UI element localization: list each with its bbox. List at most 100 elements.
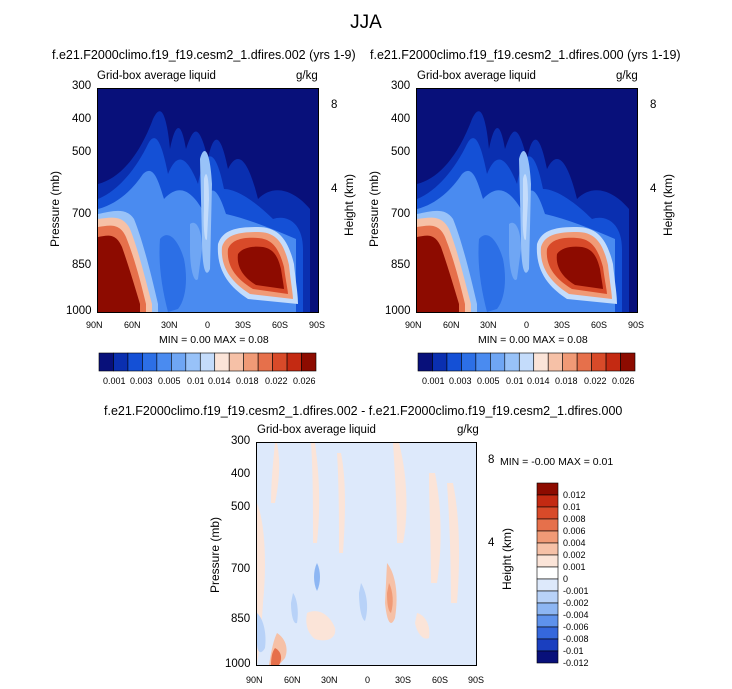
- colorbar-swatch: [576, 352, 592, 372]
- colorbar-swatch: [536, 554, 559, 568]
- panel2-ylabel-right: Height (km): [661, 173, 675, 236]
- panel3-cbar-label-1: 0.01: [563, 502, 581, 512]
- panel1-xtick-0: 0: [205, 320, 211, 330]
- panel3-xtick-0: 0: [365, 675, 371, 685]
- panel1-cbar-label-1: 0.003: [130, 376, 153, 386]
- panel2-ytick-1000: 1000: [385, 305, 411, 317]
- panel2-ytick-400: 400: [391, 113, 411, 125]
- colorbar-swatch: [536, 590, 559, 604]
- panel2-colorbar: [417, 352, 636, 372]
- colorbar-swatch: [536, 614, 559, 628]
- panel1-contour: [98, 89, 318, 312]
- panel2-rtick-8: 8: [650, 99, 657, 111]
- panel3-cbar-label-6: 0.001: [563, 562, 586, 572]
- panel1-ytick-1000: 1000: [66, 305, 92, 317]
- panel1-cbar-label-4: 0.014: [208, 376, 231, 386]
- colorbar-swatch: [432, 352, 448, 372]
- panel2-ytick-300: 300: [391, 80, 411, 92]
- panel1-xtick-30n: 30N: [161, 320, 178, 330]
- colorbar-swatch: [257, 352, 273, 372]
- panel1-ytick-850: 850: [72, 259, 92, 271]
- colorbar-swatch: [591, 352, 607, 372]
- colorbar-swatch: [620, 352, 636, 372]
- page-title: JJA: [350, 12, 382, 33]
- panel2-colorbar-swatches: [417, 352, 636, 372]
- colorbar-swatch: [533, 352, 549, 372]
- panel3-ytick-1000: 1000: [225, 658, 251, 670]
- panel1-stats: MIN = 0.00 MAX = 0.08: [159, 334, 269, 346]
- panel2-cbar-label-3: 0.01: [506, 376, 524, 386]
- panel2-cbar-label-6: 0.022: [584, 376, 607, 386]
- colorbar-swatch: [536, 482, 559, 496]
- panel3-ytick-700: 700: [231, 563, 251, 575]
- panel1-cbar-label-3: 0.01: [187, 376, 205, 386]
- panel2-ytick-500: 500: [391, 146, 411, 158]
- panel1-colorbar: [98, 352, 317, 372]
- panel1-cbar-label-6: 0.022: [265, 376, 288, 386]
- panel1-ylabel: Pressure (mb): [48, 170, 62, 247]
- colorbar-swatch: [536, 626, 559, 640]
- panel1-xtick-30s: 30S: [235, 320, 252, 330]
- panel3-title: f.e21.F2000climo.f19_f19.cesm2_1.dfires.…: [104, 404, 623, 418]
- panel2-cbar-label-1: 0.003: [449, 376, 472, 386]
- panel3-colorbar: [536, 482, 559, 664]
- colorbar-swatch: [605, 352, 621, 372]
- panel3-colorbar-swatches: [536, 482, 559, 664]
- colorbar-swatch: [142, 352, 158, 372]
- panel2-unit-label: g/kg: [616, 70, 638, 82]
- colorbar-swatch: [127, 352, 143, 372]
- colorbar-swatch: [536, 650, 559, 664]
- colorbar-swatch: [446, 352, 462, 372]
- panel3-cbar-label-5: 0.002: [563, 550, 586, 560]
- panel3-cbar-label-11: -0.006: [563, 622, 589, 632]
- panel1-unit-label: g/kg: [296, 70, 318, 82]
- panel2-cbar-label-4: 0.014: [527, 376, 550, 386]
- panel3-xtick-60n: 60N: [284, 675, 301, 685]
- panel3-ytick-300: 300: [231, 435, 251, 447]
- panel2-xtick-60n: 60N: [443, 320, 460, 330]
- panel1-rtick-4: 4: [331, 183, 338, 195]
- panel3-plot-area: [256, 442, 477, 666]
- panel3-ytick-850: 850: [231, 613, 251, 625]
- panel3-cbar-label-3: 0.006: [563, 526, 586, 536]
- colorbar-swatch: [562, 352, 578, 372]
- colorbar-swatch: [475, 352, 491, 372]
- panel2-contour: [417, 89, 637, 312]
- panel3-stats: MIN = -0.00 MAX = 0.01: [500, 456, 614, 468]
- panel1-xtick-60n: 60N: [124, 320, 141, 330]
- panel3-ylabel-right: Height (km): [500, 527, 514, 590]
- panel1-colorbar-swatches: [98, 352, 317, 372]
- panel2-rtick-4: 4: [650, 183, 657, 195]
- colorbar-swatch: [547, 352, 563, 372]
- panel3-xtick-60s: 60S: [432, 675, 449, 685]
- panel2-stats: MIN = 0.00 MAX = 0.08: [478, 334, 588, 346]
- panel3-cbar-label-12: -0.008: [563, 634, 589, 644]
- panel2-left-label: Grid-box average liquid: [417, 70, 536, 82]
- panel3-cbar-label-13: -0.01: [563, 646, 584, 656]
- panel2-cbar-label-7: 0.026: [612, 376, 635, 386]
- panel3-left-label: Grid-box average liquid: [257, 424, 376, 436]
- panel3-cbar-label-9: -0.002: [563, 598, 589, 608]
- colorbar-swatch: [272, 352, 288, 372]
- panel2-cbar-label-0: 0.001: [422, 376, 445, 386]
- panel3-cbar-label-4: 0.004: [563, 538, 586, 548]
- panel3-xtick-30n: 30N: [321, 675, 338, 685]
- colorbar-swatch: [301, 352, 317, 372]
- panel3-rtick-4: 4: [488, 537, 495, 549]
- panel3-cbar-label-8: -0.001: [563, 586, 589, 596]
- panel2-xtick-90s: 90S: [628, 320, 645, 330]
- colorbar-swatch: [214, 352, 230, 372]
- panel1-cbar-label-2: 0.005: [158, 376, 181, 386]
- panel3-rtick-8: 8: [488, 454, 495, 466]
- colorbar-swatch: [199, 352, 216, 372]
- panel1-rtick-8: 8: [331, 99, 338, 111]
- panel1-ylabel-right: Height (km): [342, 173, 356, 236]
- panel1-ytick-500: 500: [72, 146, 92, 158]
- panel1-ytick-400: 400: [72, 113, 92, 125]
- colorbar-swatch: [536, 494, 559, 508]
- panel2-xtick-0: 0: [524, 320, 530, 330]
- panel1-xtick-60s: 60S: [272, 320, 289, 330]
- panel1-cbar-label-5: 0.018: [236, 376, 259, 386]
- panel3-cbar-label-10: -0.004: [563, 610, 589, 620]
- colorbar-swatch: [98, 352, 114, 372]
